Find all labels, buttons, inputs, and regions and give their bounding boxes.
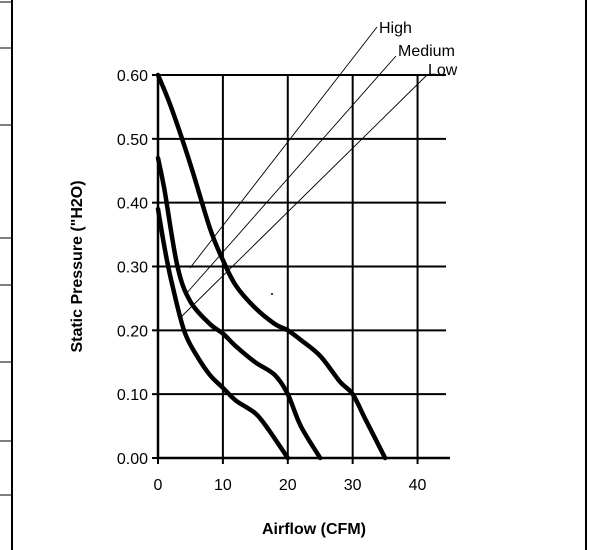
- y-tick-label: 0.50: [117, 132, 148, 149]
- series-curves: [155, 72, 388, 461]
- curve-medium: [155, 155, 323, 461]
- y-tick-label: 0.00: [117, 451, 148, 468]
- grid-lines: [158, 74, 446, 458]
- stray-dot: [271, 293, 273, 295]
- curve-low: [155, 206, 291, 461]
- series-callouts: High Medium Low: [179, 20, 458, 319]
- x-tick-label: 0: [154, 477, 163, 494]
- y-tick-label: 0.30: [117, 260, 148, 277]
- x-tick-label: 10: [214, 477, 232, 494]
- series-label-high: High: [379, 20, 412, 37]
- x-tick-label: 30: [344, 477, 362, 494]
- series-label-low: Low: [428, 62, 458, 79]
- y-tick-label: 0.20: [117, 323, 148, 340]
- x-axis-title: Airflow (CFM): [262, 521, 366, 538]
- callout-line-low: [179, 73, 429, 319]
- y-tick-label: 0.40: [117, 196, 148, 213]
- curve-high: [155, 72, 388, 461]
- callout-line-high: [189, 26, 378, 269]
- y-tick-label: 0.10: [117, 387, 148, 404]
- y-tick-label: 0.60: [117, 68, 148, 85]
- axes: 0.00 0.10 0.20 0.30 0.40 0.50 0.60 0 10 20 30 40 Air…: [69, 68, 450, 538]
- series-label-medium: Medium: [398, 43, 455, 60]
- callout-line-medium: [184, 55, 397, 296]
- y-axis-title: Static Pressure ("H2O): [69, 180, 86, 352]
- x-tick-label: 20: [279, 477, 297, 494]
- x-tick-label: 40: [409, 477, 427, 494]
